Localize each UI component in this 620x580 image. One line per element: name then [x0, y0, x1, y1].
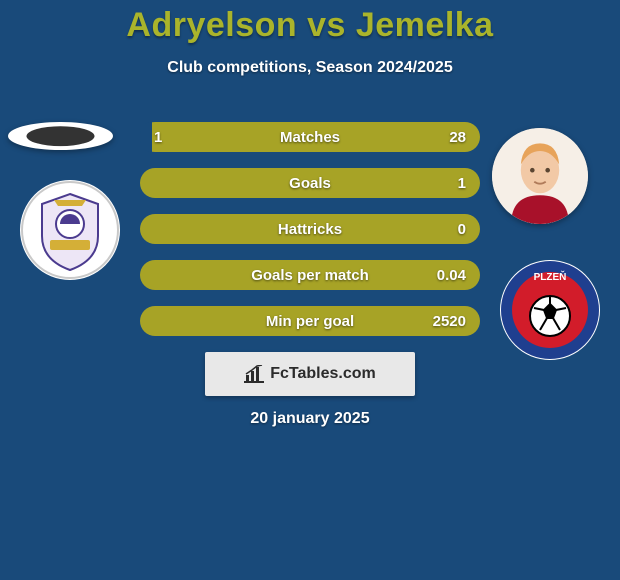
- club-crest-icon: PLZEŇ: [500, 260, 600, 360]
- stat-right-value: 0: [426, 221, 480, 238]
- stat-label: Goals per match: [194, 267, 426, 284]
- svg-text:PLZEŇ: PLZEŇ: [534, 270, 567, 283]
- source-text: FcTables.com: [270, 365, 376, 383]
- stat-right-value: 0.04: [426, 267, 480, 284]
- page-title: Adryelson vs Jemelka: [0, 0, 620, 45]
- stat-right-value: 2520: [426, 313, 480, 330]
- source-badge: FcTables.com: [205, 352, 415, 396]
- stat-row: Min per goal2520: [140, 306, 480, 336]
- stat-row: Goals1: [140, 168, 480, 198]
- snapshot-date: 20 january 2025: [0, 410, 620, 428]
- stat-label: Hattricks: [194, 221, 426, 238]
- club-crest-icon: [20, 180, 120, 280]
- subtitle: Club competitions, Season 2024/2025: [0, 59, 620, 77]
- player-right-club-badge: PLZEŇ: [500, 260, 600, 360]
- player-left-avatar: [8, 122, 113, 150]
- player-portrait-icon: [492, 128, 588, 224]
- stat-row: 1Matches28: [140, 122, 480, 152]
- player-right-avatar: [492, 128, 588, 224]
- stat-label: Min per goal: [194, 313, 426, 330]
- stat-right-value: 28: [426, 129, 480, 146]
- player-left-club-badge: [20, 180, 120, 280]
- bar-chart-icon: [244, 365, 264, 383]
- stat-bars: 1Matches28Goals1Hattricks0Goals per matc…: [140, 122, 480, 352]
- comparison-canvas: Adryelson vs Jemelka Club competitions, …: [0, 0, 620, 580]
- silhouette-icon: [8, 122, 113, 150]
- stat-left-value: 1: [140, 129, 194, 146]
- stat-row: Hattricks0: [140, 214, 480, 244]
- stat-right-value: 1: [426, 175, 480, 192]
- stat-row: Goals per match0.04: [140, 260, 480, 290]
- stat-label: Goals: [194, 175, 426, 192]
- stat-label: Matches: [194, 129, 426, 146]
